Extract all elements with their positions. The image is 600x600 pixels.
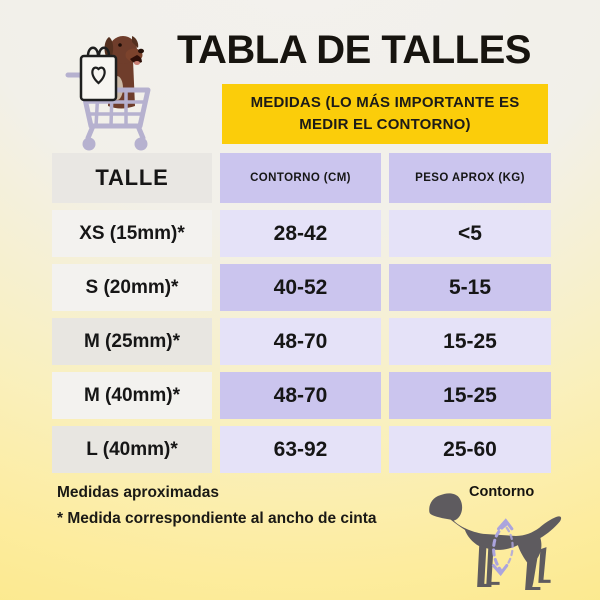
table-cell-contorno-m25: 48-70: [220, 318, 381, 365]
table-cell-contorno-xs: 28-42: [220, 210, 381, 257]
table-cell-peso-m40: 15-25: [389, 372, 551, 419]
cart-dog-logo-icon: [60, 30, 155, 152]
footnotes: Medidas aproximadas * Medida correspondi…: [57, 480, 377, 531]
table-cell-peso-s: 5-15: [389, 264, 551, 311]
table-cell-peso-m25: 15-25: [389, 318, 551, 365]
note-approx: Medidas aproximadas: [57, 484, 219, 501]
girth-measure-arrow-icon: [491, 518, 514, 577]
table-cell-peso-l: 25-60: [389, 426, 551, 473]
table-cell-talle-l: L (40mm)*: [52, 426, 212, 473]
table-cell-talle-s: S (20mm)*: [52, 264, 212, 311]
table-cell-peso-xs: <5: [389, 210, 551, 257]
table-cell-contorno-m40: 48-70: [220, 372, 381, 419]
note-asterisk: * Medida correspondiente al ancho de cin…: [57, 509, 377, 527]
cart-dog-logo-graphic: [65, 36, 151, 151]
measures-banner: MEDIDAS (LO MÁS IMPORTANTE ES MEDIR EL C…: [222, 84, 548, 144]
page-title: TABLA DE TALLES: [177, 28, 531, 72]
column-header-peso: PESO APROX (KG): [389, 153, 551, 203]
size-table: TALLE CONTORNO (CM) PESO APROX (KG) XS (…: [52, 153, 551, 473]
girth-diagram: Contorno: [425, 480, 600, 598]
table-cell-talle-xs: XS (15mm)*: [52, 210, 212, 257]
table-cell-contorno-s: 40-52: [220, 264, 381, 311]
table-cell-talle-m25: M (25mm)*: [52, 318, 212, 365]
contorno-label: Contorno: [469, 484, 535, 500]
column-header-talle: TALLE: [52, 153, 212, 203]
table-cell-contorno-l: 63-92: [220, 426, 381, 473]
column-header-contorno: CONTORNO (CM): [220, 153, 381, 203]
dog-silhouette-icon: [429, 493, 562, 590]
table-cell-talle-m40: M (40mm)*: [52, 372, 212, 419]
